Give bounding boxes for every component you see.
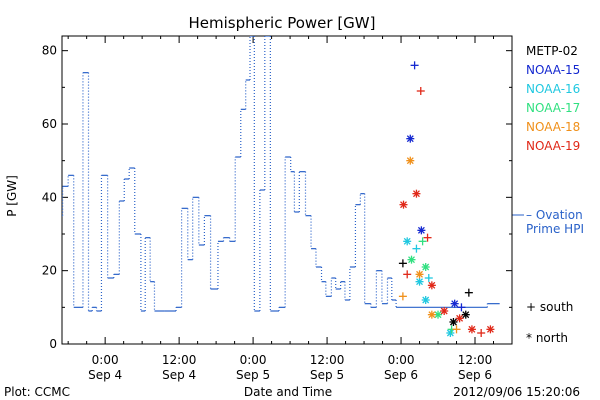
- chart-title: Hemispheric Power [GW]: [189, 14, 376, 32]
- south-marker: [464, 288, 473, 297]
- south-marker: [410, 61, 419, 70]
- x-tick-time-label: 0:00: [388, 353, 415, 367]
- south-marker: [452, 325, 461, 334]
- south-marker: [424, 274, 433, 282]
- x-tick-date-label: Sep 4: [162, 368, 196, 382]
- plot-credit: Plot: CCMC: [4, 385, 70, 399]
- south-marker: [398, 259, 407, 268]
- north-marker: [406, 134, 415, 143]
- legend-entry: NOAA-15: [526, 63, 580, 77]
- south-marker: [416, 87, 425, 95]
- north-marker: [412, 189, 421, 198]
- north-marker: [427, 310, 436, 319]
- legend-entry: NOAA-16: [526, 82, 580, 96]
- x-axis-label: Date and Time: [244, 385, 332, 399]
- scatter-series-noaa-19: [399, 87, 495, 337]
- legend-entry: NOAA-18: [526, 120, 580, 134]
- scatter-series-noaa-15: [406, 61, 466, 312]
- north-marker: [407, 255, 416, 264]
- north-marker: [415, 270, 424, 279]
- legend: METP-02 NOAA-15 NOAA-16 NOAA-17 NOAA-18 NOAA-…: [526, 44, 580, 153]
- north-marker: [446, 329, 455, 337]
- north-marker: [455, 314, 464, 323]
- south-marker: [403, 270, 412, 279]
- x-tick-time-label: 12:00: [310, 353, 345, 367]
- north-marker: [399, 200, 408, 209]
- ovation-legend-line1: – Ovation: [526, 208, 583, 222]
- north-marker: [421, 296, 430, 304]
- north-marker: [467, 325, 476, 334]
- y-tick-label: 40: [42, 190, 57, 204]
- plot-timestamp: 2012/09/06 15:20:06: [453, 385, 580, 399]
- scatter-series-noaa-17: [407, 237, 456, 334]
- ovation-legend-line2: Prime HPI: [526, 222, 584, 236]
- y-tick-label: 0: [49, 337, 57, 351]
- south-marker: [398, 292, 407, 301]
- south-marker: [457, 303, 466, 312]
- y-tick-label: 60: [42, 117, 57, 131]
- ovation-series: [62, 36, 500, 312]
- y-tick-label: 20: [42, 264, 57, 278]
- south-marker: [418, 237, 427, 246]
- south-marker: [477, 329, 486, 337]
- north-marker: [461, 310, 470, 319]
- x-tick-time-label: 0:00: [92, 353, 119, 367]
- legend-entry: NOAA-19: [526, 139, 580, 153]
- legend-entry: NOAA-17: [526, 101, 580, 115]
- x-tick-time-label: 12:00: [162, 353, 197, 367]
- north-marker: [406, 156, 415, 165]
- legend-north-marker: * north: [526, 331, 568, 345]
- x-tick-date-label: Sep 6: [458, 368, 492, 382]
- scatter-series-noaa-18: [398, 156, 461, 334]
- x-tick-time-label: 0:00: [240, 353, 267, 367]
- north-marker: [421, 263, 430, 271]
- plot-frame: [61, 35, 513, 345]
- scatter-series-metp: [398, 259, 473, 326]
- x-tick-date-label: Sep 5: [310, 368, 344, 382]
- x-tick-date-label: Sep 6: [384, 368, 418, 382]
- north-marker: [450, 299, 459, 308]
- north-marker: [486, 325, 495, 334]
- legend-south-marker: + south: [526, 300, 573, 314]
- north-marker: [449, 318, 458, 326]
- scatter-series-noaa-16: [403, 237, 455, 337]
- north-marker: [440, 307, 449, 315]
- x-tick-time-label: 12:00: [458, 353, 493, 367]
- north-marker: [417, 226, 426, 235]
- y-axis-label: P [GW]: [5, 175, 19, 217]
- north-marker: [427, 281, 436, 290]
- south-marker: [423, 233, 432, 242]
- south-marker: [412, 244, 421, 253]
- x-tick-date-label: Sep 4: [88, 368, 122, 382]
- y-tick-label: 80: [42, 44, 57, 58]
- north-marker: [415, 277, 424, 286]
- x-tick-date-label: Sep 5: [236, 368, 270, 382]
- north-marker: [403, 237, 412, 246]
- legend-entry: METP-02: [526, 44, 578, 58]
